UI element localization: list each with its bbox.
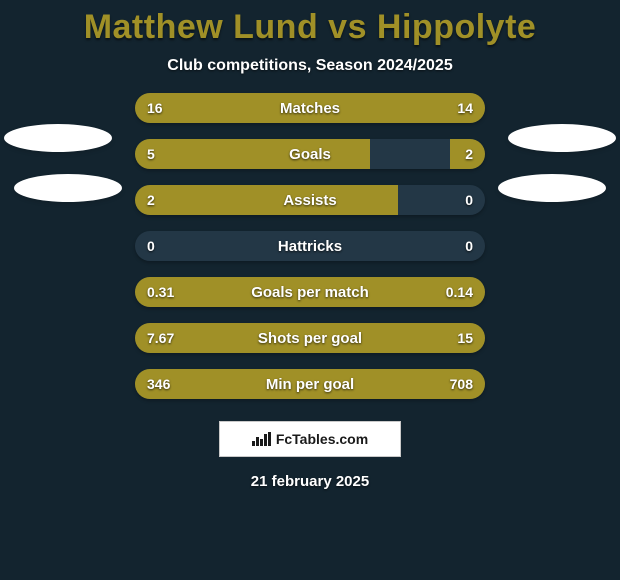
stat-row: 7.6715Shots per goal — [135, 323, 485, 353]
chart-icon — [252, 432, 270, 446]
stat-rows: 1614Matches 52Goals 20Assists 00Hattricks 0.… — [135, 93, 485, 399]
branding-text: FcTables.com — [276, 431, 368, 447]
row-fill-left — [135, 277, 485, 307]
player-badge-ellipse — [4, 124, 112, 152]
row-fill-left — [135, 323, 485, 353]
row-bg — [135, 231, 485, 261]
row-fill-right — [450, 139, 485, 169]
branding-badge: FcTables.com — [219, 421, 401, 457]
player-badge-ellipse — [508, 124, 616, 152]
row-fill-left — [135, 185, 398, 215]
comparison-card: Matthew Lund vs Hippolyte Club competiti… — [0, 0, 620, 580]
stat-row: 346708Min per goal — [135, 369, 485, 399]
player-badge-ellipse — [14, 174, 122, 202]
page-title: Matthew Lund vs Hippolyte — [0, 8, 620, 47]
subtitle: Club competitions, Season 2024/2025 — [0, 57, 620, 75]
stat-row: 1614Matches — [135, 93, 485, 123]
row-fill-left — [135, 139, 370, 169]
stat-row: 00Hattricks — [135, 231, 485, 261]
row-fill-left — [135, 369, 485, 399]
player-badge-ellipse — [498, 174, 606, 202]
stat-row: 20Assists — [135, 185, 485, 215]
date-text: 21 february 2025 — [0, 473, 620, 490]
stat-row: 0.310.14Goals per match — [135, 277, 485, 307]
row-fill-left — [135, 93, 485, 123]
stat-row: 52Goals — [135, 139, 485, 169]
